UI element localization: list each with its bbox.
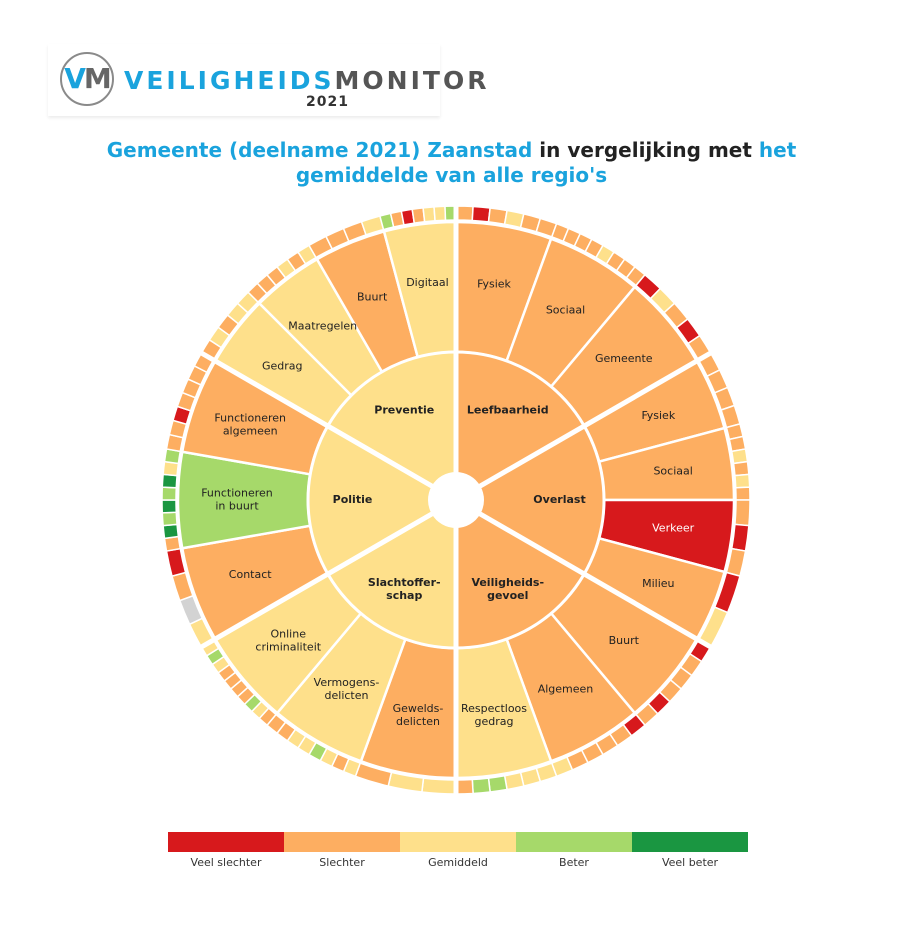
theme-separator [478,349,714,489]
subtheme-label: Online criminaliteit [255,627,321,653]
theme-separators [198,204,714,796]
indicator-segment[interactable] [471,205,491,223]
legend: Veel slechter Slechter Gemiddeld Beter Veel … [168,832,748,872]
indicator-segment[interactable] [734,473,751,489]
legend-swatch [632,832,748,852]
subtheme-label: Gemeente [595,352,653,365]
indicator-segment[interactable] [161,486,178,501]
logo: VM VEILIGHEIDSMONITOR 2021 [48,44,486,116]
subtheme-label: Functioneren algemeen [214,412,286,438]
indicator-segment[interactable] [422,206,436,223]
legend-label: Veel slechter [190,856,262,869]
legend-item-slechter: Slechter [284,832,400,869]
legend-label: Gemiddeld [428,856,488,869]
subtheme-label: Functioneren in buurt [201,487,273,513]
chart-labels: Leefbaarheid Fysiek Sociaal Gemeente Overlas… [201,276,694,728]
legend-swatch [284,832,400,852]
logo-year: 2021 [306,94,349,110]
subtheme-label: Gewelds-delicten [393,702,444,728]
legend-item-beter: Beter [516,832,632,869]
indicator-segment[interactable] [161,499,178,514]
legend-item-veel-slechter: Veel slechter [168,832,284,869]
subtheme-label: Sociaal [546,303,585,316]
theme-separator [478,511,714,651]
legend-item-veel-beter: Veel beter [632,832,748,869]
indicator-segment[interactable] [730,523,750,552]
indicator-segment[interactable] [161,473,178,489]
outer-ring [161,205,751,795]
theme-separator [198,511,434,651]
legend-label: Veel beter [661,856,719,869]
indicator-segment[interactable] [732,460,750,477]
indicator-segment[interactable] [487,207,508,226]
subtheme-label: Sociaal [653,464,692,477]
legend-label: Slechter [319,856,365,869]
subtheme-label: Milieu [642,577,674,590]
indicator-segment[interactable] [421,777,457,795]
subtheme-label: Respectloos gedrag [461,702,527,728]
subtheme-label: Fysiek [641,409,675,422]
ring-divider [306,350,606,650]
indicator-segment[interactable] [734,486,751,501]
legend-label: Beter [559,856,589,869]
page-title: Gemeente (deelname 2021) Zaanstad in ver… [0,138,903,188]
legend-item-gemiddeld: Gemiddeld [400,832,516,869]
subtheme-label: Buurt [357,291,388,304]
subtheme-label: Maatregelen [288,319,357,332]
center-hole [429,473,483,527]
subtheme-label: Contact [229,568,272,581]
legend-swatch [168,832,284,852]
subtheme-label: Fysiek [477,277,511,290]
legend-swatch [400,832,516,852]
indicator-segment[interactable] [487,774,508,793]
theme-label: Preventie [374,403,434,416]
title-comparison-start: het [758,138,797,162]
subtheme-label: Buurt [609,634,640,647]
logo-wordmark: VEILIGHEIDSMONITOR [124,66,490,95]
logo-mark: VM [60,52,114,106]
theme-label: Veiligheids-gevoel [471,576,544,602]
subtheme-label: Gedrag [262,360,303,373]
indicator-segment[interactable] [162,523,180,540]
theme-separator [198,349,434,489]
title-comparison-end: gemiddelde van alle regio's [295,163,608,187]
theme-label: Politie [333,493,373,506]
subtheme-label: Verkeer [652,522,694,535]
indicator-segment[interactable] [455,205,474,222]
indicator-segment[interactable] [161,511,178,527]
indicator-segment[interactable] [503,771,525,791]
title-region: Gemeente (deelname 2021) Zaanstad [106,138,533,162]
indicator-segment[interactable] [455,778,474,795]
title-connector: in vergelijking met [532,138,759,162]
theme-label: Slachtoffer-schap [368,576,441,602]
legend-swatch [516,832,632,852]
theme-label: Leefbaarheid [467,403,549,416]
indicator-segment[interactable] [433,205,447,222]
subtheme-label: Digitaal [406,276,448,289]
theme-ring [307,350,605,650]
theme-label: Overlast [533,493,585,506]
indicator-segment[interactable] [471,777,491,795]
subtheme-label: Algemeen [538,683,594,696]
indicator-segment[interactable] [734,499,751,527]
subtheme-label: Vermogens-delicten [314,676,380,702]
subtheme-ring [176,220,736,780]
